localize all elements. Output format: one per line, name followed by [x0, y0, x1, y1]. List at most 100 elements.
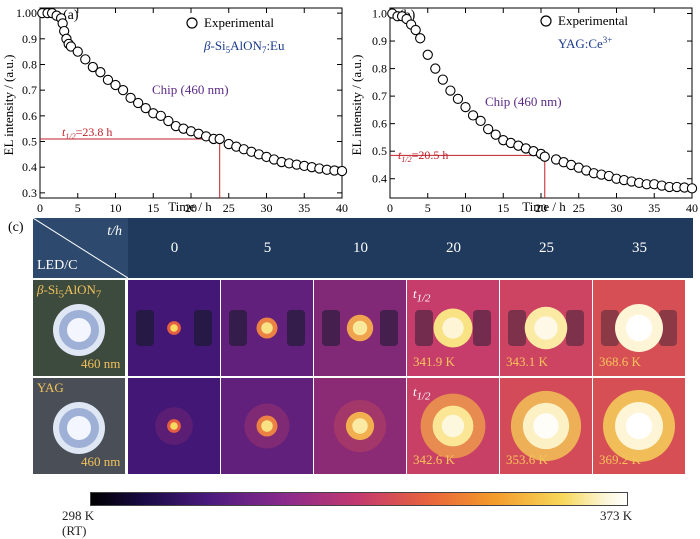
legend-label: Experimental: [204, 15, 274, 30]
sample-name-sub: 5: [58, 288, 65, 301]
data-point: [102, 74, 114, 86]
data-point: [422, 49, 433, 60]
temperature-label: 368.6 K: [599, 354, 641, 369]
x-tick-label: 30: [611, 201, 623, 215]
data-point: [410, 24, 421, 36]
x-axis-label: Time / h: [168, 199, 212, 214]
legend-marker: [186, 17, 198, 29]
data-point: [539, 151, 550, 162]
x-tick-label: 20: [535, 201, 547, 215]
data-point: [87, 61, 98, 73]
sample-name: β-Si5AlON7: [37, 282, 101, 301]
thermal-image: 353.6 K: [500, 378, 592, 474]
half-life-marker: t1/2: [413, 286, 430, 305]
y-tick-label: 0.7: [22, 83, 37, 97]
y-axis-label: EL intensity / (a.u.): [1, 55, 16, 156]
half-life-label: t1/2=23.8 h: [62, 125, 112, 141]
led-photo: [33, 280, 125, 376]
sample-name-rest: -Si: [43, 282, 59, 297]
half-life-sub: 1/2: [416, 390, 431, 403]
x-tick-label: 5: [75, 201, 81, 215]
thermal-image: [314, 378, 406, 474]
temperature-label: 341.9 K: [413, 354, 455, 369]
y-tick-label: 0.5: [372, 144, 387, 158]
data-point: [437, 74, 448, 85]
half-life-marker: t1/2: [413, 384, 430, 403]
excitation-label: 460 nm: [81, 356, 121, 371]
data-point: [125, 92, 136, 104]
phosphor-label: β-Si5AlON7:Eu: [203, 38, 285, 55]
data-point: [482, 124, 494, 135]
data-point: [415, 33, 426, 44]
time-header-cell: 25: [539, 239, 554, 256]
sample-name-sub2: 7: [95, 288, 102, 301]
x-tick-label: 35: [298, 201, 310, 215]
x-tick-label: 5: [425, 201, 431, 215]
thermal-grid: t/h LED/C 0 5 10 20 25 35 β-Si5AlON7 460 nm 341.…: [33, 218, 693, 474]
time-axis-label: t/h: [107, 224, 122, 239]
data-point: [467, 110, 479, 121]
y-tick-label: 0.8: [372, 62, 387, 76]
x-tick-label: 25: [573, 201, 585, 215]
data-point: [132, 97, 144, 109]
data-point: [155, 110, 166, 121]
thermal-image: [128, 280, 220, 376]
data-point: [163, 115, 174, 127]
thermal-image: 343.1 K: [500, 280, 592, 376]
y-tick-label: 0.4: [22, 160, 37, 174]
temperature-label: 342.6 K: [413, 452, 455, 467]
y-axis-label: EL intensity / (a.u.): [350, 55, 364, 156]
legend-label: Experimental: [558, 13, 628, 28]
data-point: [95, 67, 106, 78]
y-tick-label: 0.5: [22, 135, 37, 149]
y-tick-label: 1.0: [372, 7, 387, 21]
time-header-cell: 20: [446, 239, 461, 256]
data-point: [80, 54, 91, 65]
data-point: [110, 79, 121, 91]
x-tick-label: 25: [223, 201, 235, 215]
temperature-colorbar: [90, 492, 628, 506]
led-photo: [33, 378, 125, 474]
colorbar-min-label: 298 K: [62, 508, 95, 523]
chart-b: (b) Experimental YAG:Ce3+ Chip (460 nm) …: [350, 7, 698, 215]
data-point: [117, 85, 129, 96]
thermal-image: 341.9 K t1/2: [407, 280, 499, 376]
legend-marker: [540, 15, 552, 27]
x-tick-label: 30: [261, 201, 273, 215]
sample-name: YAG: [37, 380, 64, 395]
x-tick-label: 15: [147, 201, 159, 215]
x-tick-label: 0: [387, 201, 393, 215]
x-tick-label: 10: [460, 201, 472, 215]
thermal-image: 342.6 K t1/2: [407, 378, 499, 474]
time-header-cell: 35: [632, 239, 647, 256]
x-tick-label: 0: [37, 201, 43, 215]
time-header-cell: 5: [263, 239, 272, 256]
panel-c-label: (c): [8, 220, 24, 235]
sample-axis-label: LED/C: [37, 258, 78, 273]
y-tick-label: 0.6: [22, 109, 37, 123]
x-tick-label: 35: [648, 201, 660, 215]
time-header: [33, 218, 693, 278]
chip-label: Chip (460 nm): [152, 82, 229, 97]
x-tick-label: 20: [185, 201, 197, 215]
excitation-label: 460 nm: [81, 454, 121, 469]
half-life-label: t1/2=20.5 h: [398, 148, 448, 164]
x-tick-label: 40: [336, 201, 348, 215]
chart-a: (a) Experimental β-Si5AlON7:Eu Chip (460…: [1, 6, 348, 215]
half-life-t: t: [413, 384, 417, 399]
thermal-image: [314, 280, 406, 376]
data-point: [445, 85, 456, 96]
temperature-label: 369.2 K: [599, 452, 641, 467]
data-point: [460, 101, 471, 113]
header-corner: t/h LED/C: [33, 218, 128, 278]
thermal-image: [221, 280, 313, 376]
data-point: [72, 46, 83, 57]
y-tick-label: 0.7: [372, 89, 387, 103]
data-point: [452, 93, 464, 105]
y-tick-label: 0.4: [372, 172, 387, 186]
panel-a-label: (a): [63, 8, 79, 23]
y-tick-label: 0.6: [372, 117, 387, 131]
sample-name-prefix: β: [37, 282, 44, 297]
y-tick-label: 1.00: [16, 6, 37, 20]
thermal-image: [221, 378, 313, 474]
